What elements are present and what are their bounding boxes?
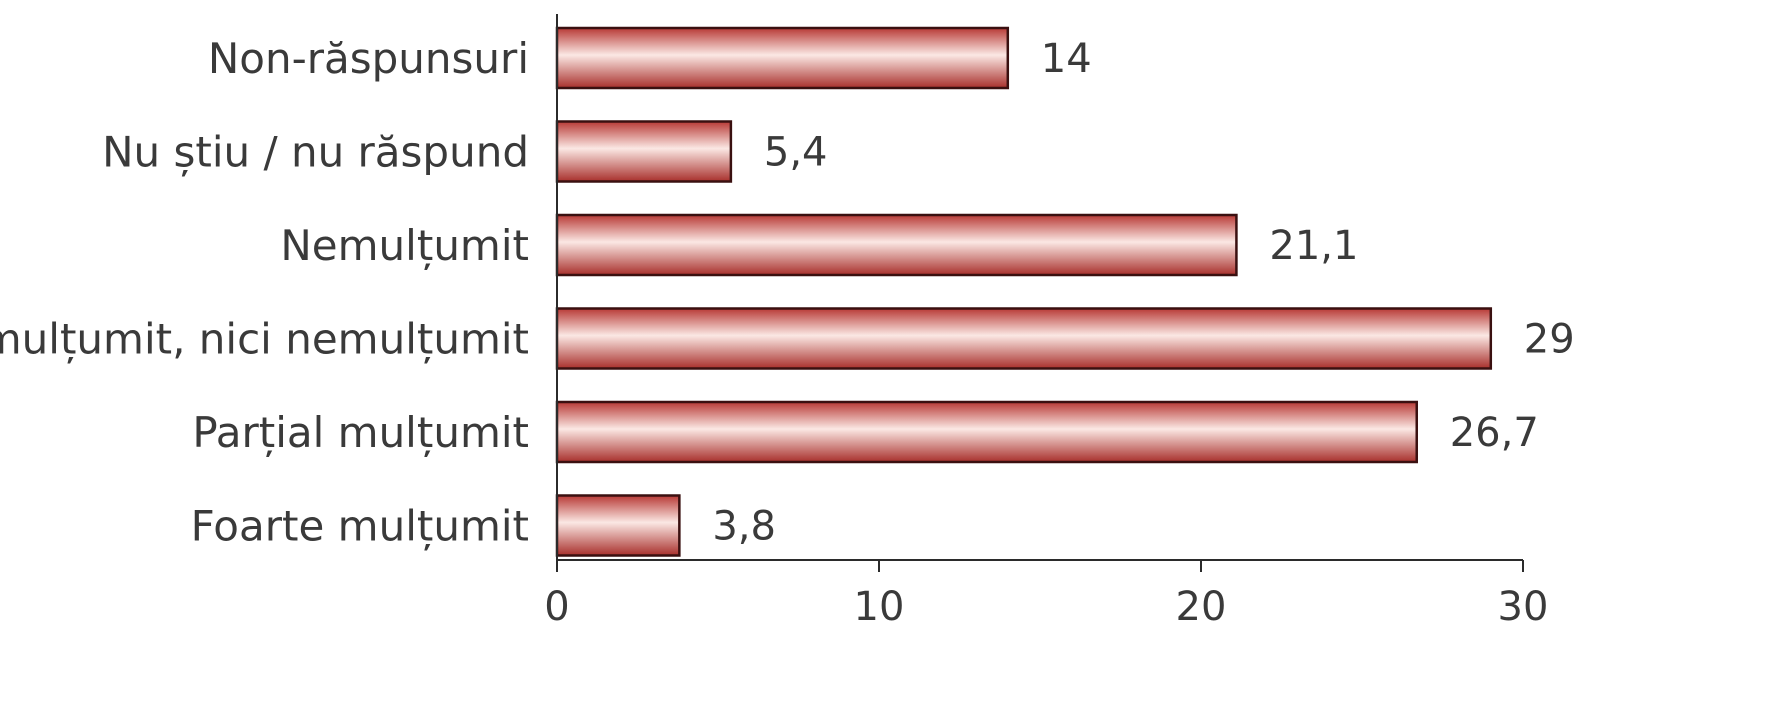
category-label-2: Nu știu / nu răspund xyxy=(102,128,529,177)
bar-2 xyxy=(555,120,733,183)
category-label-3: Nemulțumit xyxy=(280,221,529,270)
x-tick-label-20: 20 xyxy=(1176,584,1227,630)
bars-group xyxy=(555,26,1493,557)
value-labels: 14 5,4 21,1 29 26,7 3,8 xyxy=(712,36,1574,550)
x-tick-label-10: 10 xyxy=(854,584,905,630)
bar-1 xyxy=(555,26,1010,90)
x-axis-ticks: 0 10 20 30 xyxy=(544,560,1548,630)
value-label-2: 5,4 xyxy=(764,130,828,176)
category-label-6: Foarte mulțumit xyxy=(191,502,529,551)
bar-3 xyxy=(555,213,1238,277)
axes xyxy=(556,14,1523,561)
bar-4 xyxy=(555,307,1493,370)
value-label-5: 26,7 xyxy=(1450,410,1539,456)
category-label-4: Nici mulțumit, nici nemulțumit xyxy=(0,315,529,364)
value-label-4: 29 xyxy=(1524,317,1575,363)
bar-5 xyxy=(555,400,1418,464)
bar-6 xyxy=(555,494,681,557)
category-label-5: Parțial mulțumit xyxy=(192,408,529,457)
x-tick-label-30: 30 xyxy=(1498,584,1549,630)
x-tick-label-0: 0 xyxy=(544,584,569,630)
category-label-1: Non-răspunsuri xyxy=(208,34,529,83)
value-label-1: 14 xyxy=(1041,36,1092,82)
value-label-6: 3,8 xyxy=(712,504,776,550)
category-labels: Non-răspunsuri Nu știu / nu răspund Nemulț… xyxy=(0,34,529,551)
value-label-3: 21,1 xyxy=(1269,223,1358,269)
